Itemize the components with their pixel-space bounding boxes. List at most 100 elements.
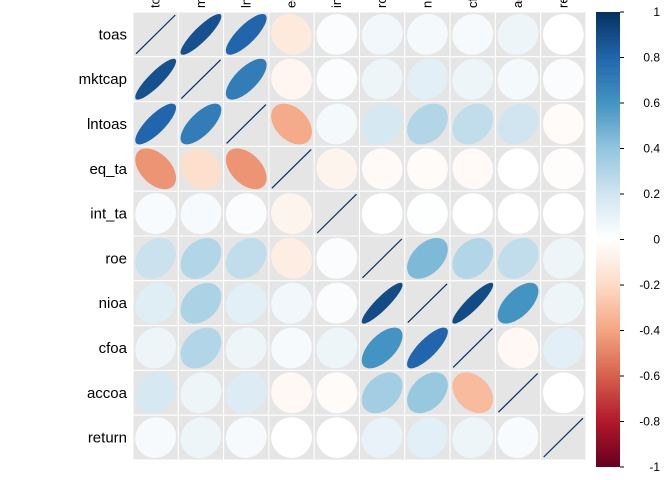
cell-cfoa-cfoa xyxy=(449,325,496,371)
correlation-ellipse xyxy=(135,372,177,414)
cell-roe-int_ta xyxy=(313,235,361,282)
cell-nioa-cfoa xyxy=(449,280,496,327)
column-label-roe: roe xyxy=(374,0,389,8)
column-label-toas: toas xyxy=(148,0,163,8)
correlation-ellipse xyxy=(407,193,448,235)
correlation-ellipse xyxy=(452,14,494,55)
cell-eq_ta-lntoas xyxy=(223,145,270,192)
row-label-toas: toas xyxy=(99,26,127,43)
colorbar-legend: 1 0.8 0.6 0.4 0.2 0 -0.2 -0.4 -0.6 -0.8 -1 xyxy=(596,5,660,474)
cell-return-cfoa xyxy=(449,414,496,461)
correlation-ellipse xyxy=(542,148,584,190)
correlation-ellipse xyxy=(452,417,494,459)
correlation-matrix xyxy=(132,11,587,461)
correlation-ellipse xyxy=(407,372,448,414)
cell-nioa-nioa xyxy=(404,280,451,327)
cell-mktcap-return xyxy=(540,56,587,103)
cell-int_ta-eq_ta xyxy=(268,190,315,237)
column-label-mktcap: mktcap xyxy=(193,0,208,8)
correlation-ellipse xyxy=(271,237,312,279)
cell-lntoas-mktcap xyxy=(177,101,225,147)
cell-mktcap-accoa xyxy=(494,56,542,103)
cell-cfoa-nioa xyxy=(404,325,451,371)
correlation-ellipse xyxy=(225,417,267,458)
cell-eq_ta-accoa xyxy=(494,145,542,192)
correlation-ellipse xyxy=(225,327,267,369)
cell-cfoa-mktcap xyxy=(177,325,225,371)
correlation-ellipse xyxy=(135,237,177,279)
correlation-ellipse xyxy=(135,148,177,190)
correlation-ellipse xyxy=(407,58,448,100)
column-label-lntoas: lntoas xyxy=(238,0,253,8)
correlation-ellipse xyxy=(407,148,448,190)
cell-accoa-int_ta xyxy=(313,369,361,416)
row-label-return: return xyxy=(88,430,127,447)
cell-toas-roe xyxy=(359,11,406,58)
correlation-ellipse xyxy=(497,327,539,369)
correlation-ellipse xyxy=(135,417,177,458)
correlation-ellipse xyxy=(361,417,403,459)
correlation-ellipse xyxy=(452,237,494,279)
cell-lntoas-toas xyxy=(132,101,179,147)
colorbar-tick-label: -0.4 xyxy=(639,324,660,338)
cell-return-toas xyxy=(132,414,179,461)
cell-int_ta-int_ta xyxy=(313,190,361,237)
column-label-int_ta: int_ta xyxy=(329,0,344,8)
cell-accoa-cfoa xyxy=(449,369,496,416)
correlation-ellipse xyxy=(361,372,403,414)
cell-return-int_ta xyxy=(313,414,361,461)
cell-lntoas-accoa xyxy=(494,101,542,147)
cell-eq_ta-nioa xyxy=(404,145,451,192)
correlation-ellipse xyxy=(271,103,312,145)
correlation-ellipse xyxy=(225,148,267,190)
colorbar-gradient xyxy=(596,12,620,467)
cell-toas-cfoa xyxy=(449,11,496,58)
cell-toas-return xyxy=(540,11,587,58)
cell-accoa-roe xyxy=(359,369,406,416)
column-labels: toas mktcap lntoas eq_ta int_ta roe nioa cfoa ac… xyxy=(148,0,571,8)
cell-eq_ta-return xyxy=(540,145,587,192)
cell-mktcap-eq_ta xyxy=(268,56,315,103)
cell-lntoas-eq_ta xyxy=(268,101,315,147)
cell-int_ta-cfoa xyxy=(449,190,496,237)
correlation-ellipse xyxy=(542,327,584,369)
cell-lntoas-cfoa xyxy=(449,101,496,147)
correlation-ellipse xyxy=(135,58,177,100)
correlation-ellipse xyxy=(316,282,358,324)
correlation-ellipse xyxy=(271,193,312,234)
column-label-nioa: nioa xyxy=(419,0,434,8)
column-label-eq_ta: eq_ta xyxy=(284,0,299,8)
colorbar-tick-label: -0.2 xyxy=(639,278,660,292)
correlation-ellipse xyxy=(271,282,312,324)
cell-int_ta-mktcap xyxy=(177,190,225,237)
row-label-mktcap: mktcap xyxy=(79,71,127,88)
correlation-ellipse xyxy=(271,372,312,414)
diagonal-line xyxy=(407,283,448,324)
correlation-ellipse xyxy=(407,417,448,459)
cell-roe-eq_ta xyxy=(268,235,315,282)
correlation-ellipse xyxy=(316,327,358,369)
correlation-ellipse xyxy=(180,148,222,190)
row-label-nioa: nioa xyxy=(99,295,128,312)
cell-roe-toas xyxy=(132,235,179,282)
cell-nioa-roe xyxy=(359,280,406,327)
correlation-ellipse xyxy=(316,238,358,279)
correlation-ellipse xyxy=(271,58,312,100)
correlation-ellipse xyxy=(497,237,539,279)
cell-nioa-return xyxy=(540,280,587,327)
colorbar-tick-label: 0 xyxy=(653,233,660,247)
correlation-ellipse xyxy=(361,282,403,324)
cell-toas-toas xyxy=(132,11,179,58)
cell-accoa-eq_ta xyxy=(268,369,315,416)
cell-int_ta-toas xyxy=(132,190,179,237)
correlation-ellipse xyxy=(180,237,222,279)
cell-lntoas-lntoas xyxy=(223,101,270,147)
correlation-ellipse xyxy=(225,14,267,55)
correlation-ellipse xyxy=(225,282,267,324)
correlation-ellipse xyxy=(497,193,539,235)
correlation-ellipse xyxy=(361,58,403,100)
cell-int_ta-return xyxy=(540,190,587,237)
cell-eq_ta-roe xyxy=(359,145,406,192)
cell-int_ta-nioa xyxy=(404,190,451,237)
